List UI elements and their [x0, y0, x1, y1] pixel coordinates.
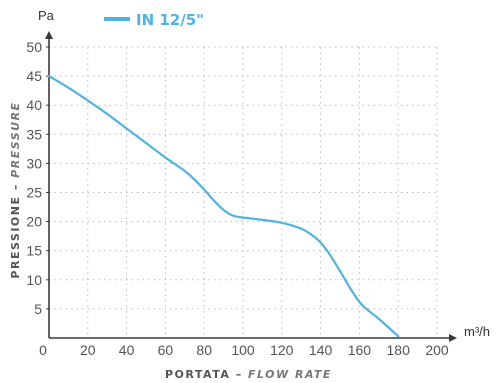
legend-label: IN 12/5" [136, 11, 204, 29]
x-tick-label: 120 [270, 342, 294, 358]
y-axis-title-main: PRESSIONE [9, 196, 22, 279]
y-tick-label: 15 [26, 243, 42, 259]
x-tick-label: 80 [196, 342, 212, 358]
axes [45, 31, 457, 342]
y-tick-labels: 5 10 15 20 25 30 35 40 45 50 [26, 39, 49, 317]
y-axis-arrow [45, 31, 53, 39]
x-tick-label: 20 [80, 342, 96, 358]
y-tick-label: 10 [26, 272, 42, 288]
x-unit-label: m³/h [464, 324, 490, 339]
x-axis-title-main: PORTATA [165, 368, 230, 381]
x-tick-label: 100 [231, 342, 255, 358]
x-tick-label: 180 [387, 342, 411, 358]
y-tick-label: 45 [26, 68, 42, 84]
y-axis-title-sub: PRESSURE [9, 101, 22, 177]
y-tick-label: 40 [26, 97, 42, 113]
y-axis-title-sep: – [9, 178, 22, 196]
grid [49, 46, 438, 338]
y-axis-title: PRESSIONE – PRESSURE [9, 101, 22, 278]
x-axis-title-sep: – [230, 368, 248, 381]
x-axis-title-sub: FLOW RATE [248, 368, 332, 381]
x-tick-label: 60 [158, 342, 174, 358]
y-tick-label: 5 [34, 301, 42, 317]
y-tick-label: 30 [26, 155, 42, 171]
x-tick-labels: 0 20 40 60 80 100 120 140 160 180 200 [39, 342, 449, 358]
x-tick-label: 140 [309, 342, 333, 358]
y-tick-label: 35 [26, 126, 42, 142]
y-tick-label: 20 [26, 214, 42, 230]
x-tick-label: 160 [348, 342, 372, 358]
series-lines [47, 75, 400, 338]
x-axis-title: PORTATA – FLOW RATE [165, 368, 332, 381]
x-tick-label: 0 [39, 342, 47, 358]
y-tick-label: 50 [26, 39, 42, 55]
series-line [47, 75, 400, 338]
x-tick-label: 40 [119, 342, 135, 358]
y-unit-label: Pa [38, 8, 55, 23]
y-tick-label: 25 [26, 185, 42, 201]
x-axis-arrow [449, 334, 457, 342]
x-tick-label: 200 [425, 342, 449, 358]
legend: IN 12/5" [104, 11, 204, 29]
